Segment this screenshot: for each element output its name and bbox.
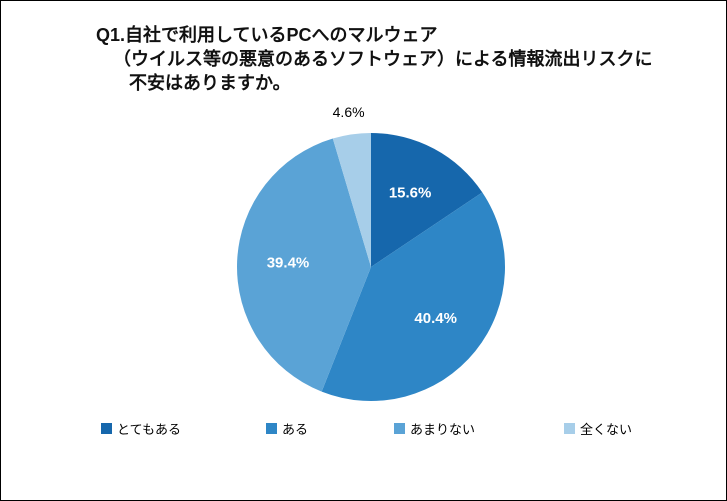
- slice-label-3: 39.4%: [267, 254, 310, 271]
- chart-title-line-1: Q1.自社で利用しているPCへのマルウェア: [96, 25, 438, 45]
- legend-item-totemo-aru: とてもある: [101, 418, 181, 438]
- chart-title-line-3: 不安はありますか。: [129, 73, 291, 93]
- legend-label-3: あまりない: [410, 421, 476, 437]
- chart-title: Q1.自社で利用しているPCへのマルウェア （ウイルス等の悪意のあるソフトウェア…: [96, 23, 652, 95]
- legend-label-4: 全くない: [580, 421, 633, 437]
- slice-label-1: 15.6%: [389, 185, 432, 202]
- legend-label-2: ある: [282, 421, 309, 437]
- chart-title-line-2: （ウイルス等の悪意のあるソフトウェア）による情報流出リスクに: [113, 49, 653, 69]
- pie-slice-3: [237, 138, 371, 392]
- pie-slice-4: [332, 133, 371, 267]
- legend-label-1: とてもある: [117, 421, 181, 437]
- chart-legend: とてもある ある あまりない 全くない: [1, 418, 726, 438]
- legend-swatch-3: [394, 422, 405, 434]
- pie-slice-1: [371, 133, 483, 267]
- slice-label-4: 4.6%: [333, 104, 365, 120]
- pie-slice-2: [321, 192, 505, 402]
- slice-label-2: 40.4%: [414, 310, 457, 327]
- legend-item-amari-nai: あまりない: [394, 418, 475, 438]
- legend-item-aru: ある: [266, 418, 308, 438]
- legend-swatch-2: [266, 422, 277, 434]
- legend-item-mattaku-nai: 全くない: [564, 418, 632, 438]
- legend-swatch-1: [101, 422, 112, 434]
- legend-swatch-4: [564, 422, 575, 434]
